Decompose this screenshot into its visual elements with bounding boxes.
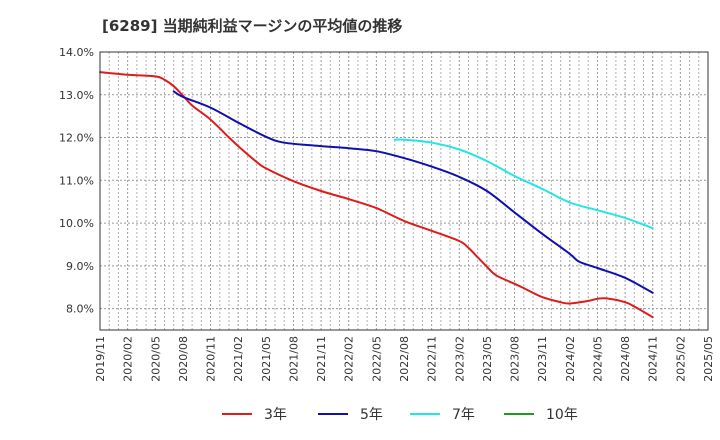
- x-tick-label: 2023/02: [453, 336, 466, 382]
- series-line-3: [393, 138, 654, 230]
- x-tick-label: 2023/11: [536, 336, 549, 382]
- x-tick-label: 2021/05: [260, 336, 273, 382]
- y-tick-label: 14.0%: [59, 46, 94, 59]
- x-tick-label: 2023/05: [481, 336, 494, 382]
- grid: [99, 51, 709, 330]
- x-tick-label: 2022/02: [343, 336, 356, 382]
- x-tick-label: 2020/08: [177, 336, 190, 382]
- x-tick-label: 2024/02: [564, 336, 577, 382]
- x-tick-label: 2024/11: [647, 336, 660, 382]
- x-tick-label: 2022/05: [370, 336, 383, 382]
- y-tick-label: 11.0%: [59, 174, 94, 187]
- y-tick-label: 8.0%: [66, 303, 94, 316]
- plot-frame: [99, 51, 709, 331]
- legend-label: 3年: [264, 407, 287, 423]
- x-tick-label: 2022/08: [398, 336, 411, 382]
- y-tick-label: 9.0%: [66, 260, 94, 273]
- x-tick-label: 2021/02: [232, 336, 245, 382]
- x-tick-label: 2020/02: [122, 336, 135, 382]
- x-tick-label: 2025/02: [674, 336, 687, 382]
- chart-title: [6289] 当期純利益マージンの平均値の推移: [102, 17, 402, 35]
- x-tick-label: 2025/05: [702, 336, 715, 382]
- x-tick-label: 2020/05: [149, 336, 162, 382]
- x-tick-label: 2024/08: [619, 336, 632, 382]
- y-tick-label: 12.0%: [59, 132, 94, 145]
- legend: 3年 5年 7年 10年: [222, 407, 578, 423]
- x-tick-label: 2021/11: [315, 336, 328, 382]
- x-axis: 2019/11 2020/02 2020/05 2020/08 2020/11 2021/…: [94, 336, 715, 382]
- x-tick-label: 2023/08: [509, 336, 522, 382]
- legend-label: 5年: [360, 407, 383, 423]
- legend-label: 10年: [546, 407, 578, 423]
- x-tick-label: 2024/05: [591, 336, 604, 382]
- legend-label: 7年: [452, 407, 475, 423]
- x-tick-label: 2019/11: [94, 336, 107, 382]
- y-tick-label: 10.0%: [59, 217, 94, 230]
- x-tick-label: 2022/11: [426, 336, 439, 382]
- series-lines: [99, 71, 654, 319]
- y-axis: 8.0% 9.0% 10.0% 11.0% 12.0% 13.0% 14.0%: [59, 46, 94, 316]
- x-tick-label: 2020/11: [205, 336, 218, 382]
- x-tick-label: 2021/08: [287, 336, 300, 382]
- series-line-2: [172, 90, 654, 294]
- series-line-1: [99, 71, 654, 319]
- y-tick-label: 13.0%: [59, 89, 94, 102]
